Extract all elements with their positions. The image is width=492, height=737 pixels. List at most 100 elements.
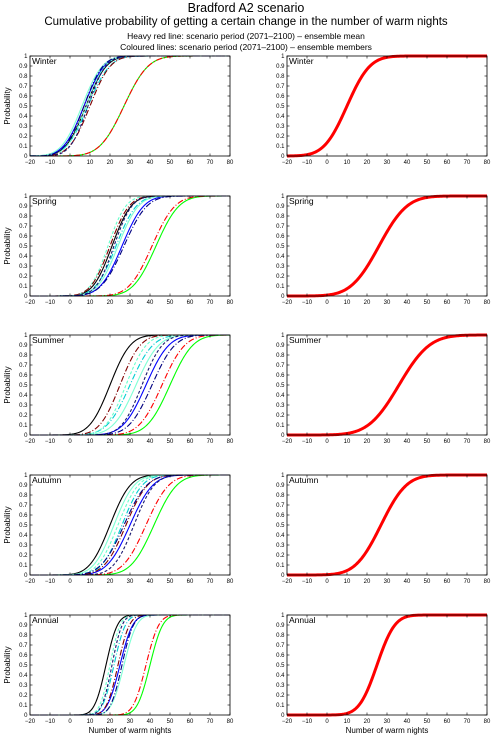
y-tick-label: 0.1 — [19, 563, 28, 569]
y-axis-label: Probability — [3, 87, 12, 124]
y-tick-label: 0.8 — [276, 74, 285, 80]
x-tick-label: 20 — [364, 719, 371, 725]
x-tick-label: 30 — [127, 439, 134, 445]
x-tick-label: 80 — [227, 439, 234, 445]
series-line-winter-members-5 — [30, 55, 230, 157]
axes-frame-autumn-mean — [286, 474, 488, 576]
x-tick-label: 30 — [384, 719, 391, 725]
series-line-winter-mean-0 — [286, 54, 487, 158]
x-tick-label: 40 — [147, 579, 154, 585]
panel-winter-members: −20 −10 0 10 20 30 40 50 60 70 80 0 0.1 0.2 0.3 0.4 0.5 0… — [3, 54, 234, 166]
x-tick-label: −20 — [25, 439, 36, 445]
panel-autumn-members: −20 −10 0 10 20 30 40 50 60 70 80 0 0.1 0.2 0.3 0.4 0.5 0… — [3, 473, 234, 585]
x-tick-label: 40 — [147, 160, 154, 166]
y-tick-label: 0 — [24, 433, 28, 439]
panel-summer-members: −20 −10 0 10 20 30 40 50 60 70 80 0 0.1 0.2 0.3 0.4 0.5 0… — [3, 333, 234, 445]
y-tick-label: 0.9 — [276, 343, 285, 349]
y-tick-label: 0.3 — [276, 124, 285, 130]
y-tick-label: 0.2 — [19, 553, 28, 559]
y-tick-label: 0.3 — [19, 124, 28, 130]
x-tick-label: 50 — [424, 579, 431, 585]
y-tick-label: 0.3 — [19, 543, 28, 549]
x-tick-label: 80 — [484, 579, 491, 585]
y-tick-label: 0.8 — [276, 633, 285, 639]
x-tick-label: 40 — [147, 439, 154, 445]
y-tick-label: 0.4 — [276, 533, 285, 539]
series-line-winter-members-6 — [30, 55, 230, 157]
x-tick-label: 20 — [107, 439, 114, 445]
x-tick-label: 40 — [404, 300, 411, 306]
y-tick-label: 0.2 — [276, 693, 285, 699]
series-line-winter-members-3 — [29, 55, 230, 157]
x-tick-label: 60 — [187, 160, 194, 166]
x-tick-label: 70 — [464, 160, 471, 166]
season-label-autumn-mean: Autumn — [289, 475, 319, 485]
panel-annual-mean: −20 −10 0 10 20 30 40 50 60 70 80 0 0.1 0.2 0.3 0.4 0.5 0… — [276, 613, 491, 735]
x-tick-label: −20 — [282, 579, 293, 585]
x-tick-label: 80 — [227, 719, 234, 725]
x-tick-label: 50 — [424, 160, 431, 166]
y-tick-label: 0.6 — [19, 653, 28, 659]
y-tick-label: 0.5 — [276, 244, 285, 250]
y-tick-label: 0.4 — [19, 393, 28, 399]
x-tick-label: 30 — [127, 160, 134, 166]
y-tick-label: 0.2 — [19, 134, 28, 140]
y-tick-label: 0.6 — [276, 234, 285, 240]
x-tick-label: −20 — [25, 300, 36, 306]
y-tick-label: 0.9 — [276, 64, 285, 70]
x-tick-label: 30 — [127, 579, 134, 585]
y-tick-label: 0.6 — [19, 513, 28, 519]
season-label-annual-members: Annual — [32, 615, 59, 625]
series-line-spring-members-8 — [30, 195, 230, 297]
x-tick-label: 0 — [325, 160, 329, 166]
y-tick-label: 0.2 — [276, 413, 285, 419]
x-tick-label: 0 — [68, 160, 72, 166]
y-tick-label: 0.2 — [276, 134, 285, 140]
panel-spring-members: −20 −10 0 10 20 30 40 50 60 70 80 0 0.1 0.2 0.3 0.4 0.5 0… — [3, 194, 234, 306]
x-tick-label: 0 — [325, 300, 329, 306]
series-line-summer-mean-0 — [287, 333, 487, 437]
series-line-winter-members-0 — [30, 55, 230, 157]
x-tick-label: 20 — [364, 300, 371, 306]
x-tick-label: 0 — [325, 439, 329, 445]
y-tick-label: 0.6 — [276, 94, 285, 100]
x-tick-label: −10 — [45, 579, 56, 585]
note-heavy-line: Heavy red line: scenario period (2071–21… — [127, 31, 365, 41]
x-tick-label: 80 — [484, 160, 491, 166]
x-tick-label: −10 — [302, 719, 313, 725]
y-axis-label: Probability — [3, 646, 12, 683]
x-tick-label: 50 — [424, 300, 431, 306]
panel-spring-mean: −20 −10 0 10 20 30 40 50 60 70 80 0 0.1 0.2 0.3 0.4 0.5 0… — [276, 194, 491, 306]
x-tick-label: 30 — [384, 579, 391, 585]
y-tick-label: 1 — [24, 473, 28, 479]
y-tick-label: 0 — [281, 713, 285, 719]
x-tick-label: 60 — [187, 579, 194, 585]
x-tick-label: 80 — [227, 579, 234, 585]
y-tick-label: 0 — [281, 154, 285, 160]
y-tick-label: 0.4 — [276, 673, 285, 679]
series-line-annual-members-4 — [30, 614, 230, 716]
y-tick-label: 0.9 — [276, 623, 285, 629]
x-tick-label: 10 — [87, 160, 94, 166]
x-tick-label: −20 — [282, 160, 293, 166]
x-tick-label: 80 — [484, 300, 491, 306]
y-tick-label: 0.7 — [276, 363, 285, 369]
season-label-autumn-members: Autumn — [32, 475, 62, 485]
x-tick-label: 0 — [68, 300, 72, 306]
x-axis-label: Number of warm nights — [89, 726, 172, 735]
note-coloured-lines: Coloured lines: scenario period (2071–21… — [120, 42, 372, 52]
x-tick-label: 60 — [444, 300, 451, 306]
y-tick-label: 0.8 — [276, 493, 285, 499]
series-line-winter-members-9 — [30, 55, 230, 157]
y-tick-label: 0 — [281, 294, 285, 300]
y-tick-label: 0.4 — [19, 254, 28, 260]
y-tick-label: 0.9 — [19, 343, 28, 349]
x-tick-label: 20 — [107, 300, 114, 306]
x-tick-label: 60 — [187, 719, 194, 725]
x-tick-label: 20 — [364, 439, 371, 445]
series-line-winter-members-1 — [30, 55, 230, 157]
y-tick-label: 0.7 — [276, 84, 285, 90]
x-tick-label: 40 — [404, 439, 411, 445]
x-tick-label: 60 — [444, 719, 451, 725]
y-tick-label: 0.8 — [19, 74, 28, 80]
